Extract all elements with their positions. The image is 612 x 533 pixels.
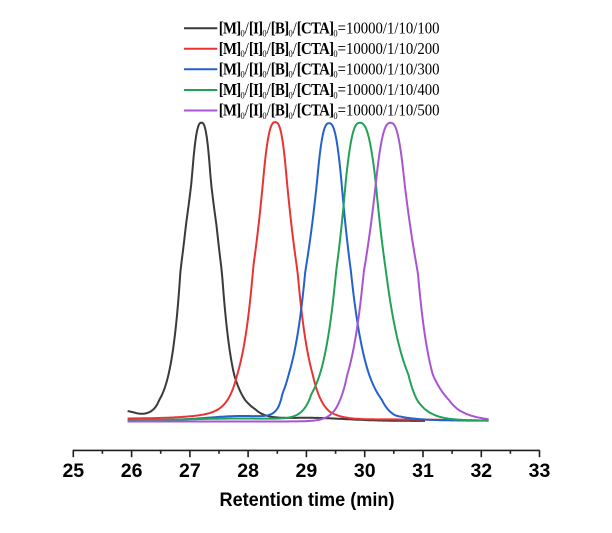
svg-text:[M]0/[I]0/[B]0/[CTA]0=10000/1/: [M]0/[I]0/[B]0/[CTA]0=10000/1/10/200 xyxy=(219,40,440,59)
svg-text:29: 29 xyxy=(296,460,318,482)
svg-text:[M]0/[I]0/[B]0/[CTA]0=10000/1/: [M]0/[I]0/[B]0/[CTA]0=10000/1/10/300 xyxy=(219,61,440,80)
svg-text:Retention time (min): Retention time (min) xyxy=(220,489,395,511)
svg-text:[M]0/[I]0/[B]0/[CTA]0=10000/1/: [M]0/[I]0/[B]0/[CTA]0=10000/1/10/100 xyxy=(219,20,440,39)
svg-text:31: 31 xyxy=(412,460,434,482)
svg-text:25: 25 xyxy=(62,460,84,482)
svg-text:27: 27 xyxy=(179,460,201,482)
svg-text:33: 33 xyxy=(529,460,551,482)
svg-text:26: 26 xyxy=(121,460,143,482)
svg-text:[M]0/[I]0/[B]0/[CTA]0=10000/1/: [M]0/[I]0/[B]0/[CTA]0=10000/1/10/500 xyxy=(219,102,440,121)
svg-text:32: 32 xyxy=(470,460,492,482)
svg-text:[M]0/[I]0/[B]0/[CTA]0=10000/1/: [M]0/[I]0/[B]0/[CTA]0=10000/1/10/400 xyxy=(219,82,440,101)
svg-text:28: 28 xyxy=(237,460,259,482)
svg-text:30: 30 xyxy=(354,460,376,482)
